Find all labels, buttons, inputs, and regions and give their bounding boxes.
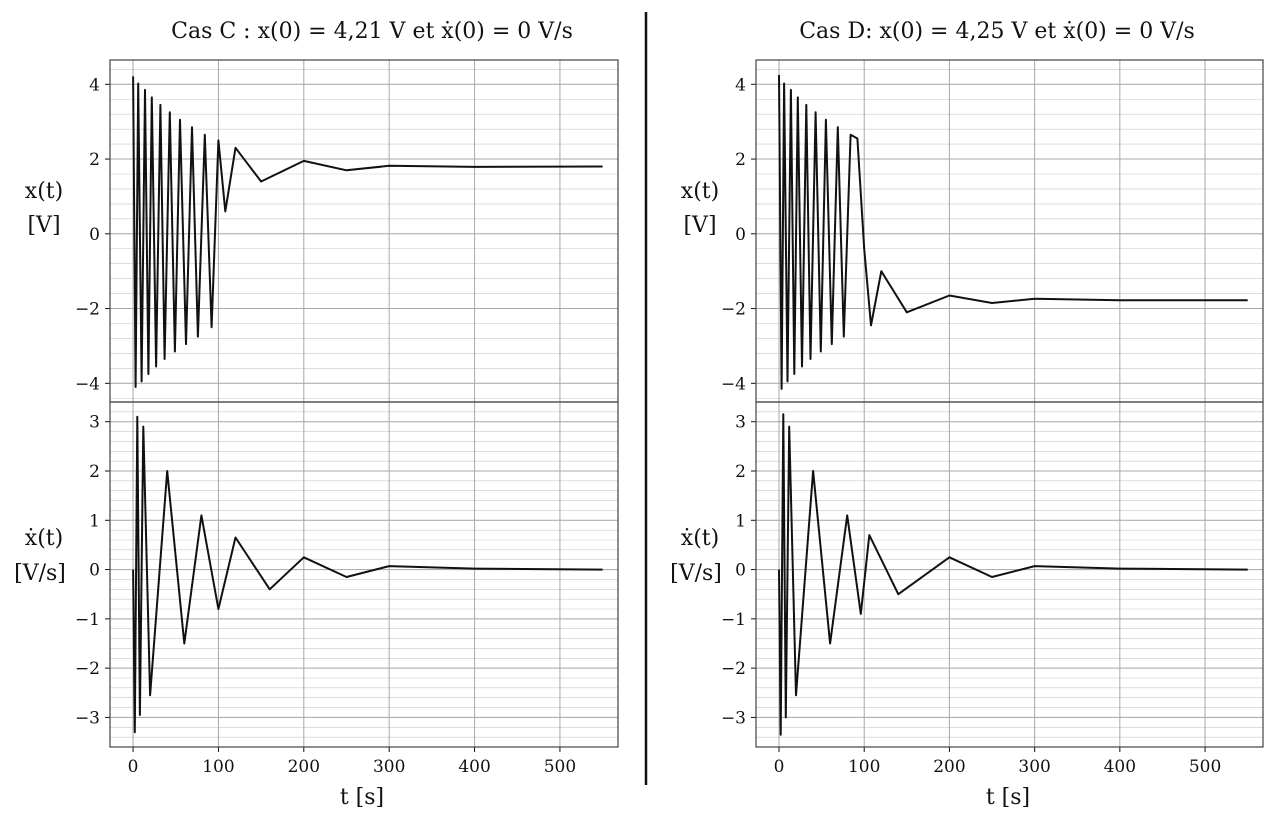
x-tick-label: 0 — [128, 757, 139, 777]
y-tick-label: −4 — [75, 374, 100, 394]
chart-title-case-c: Cas C : x(0) = 4,21 V et ẋ(0) = 0 V/s — [171, 19, 573, 44]
y-tick-label: 0 — [89, 225, 100, 245]
x-tick-label: 500 — [1189, 757, 1221, 777]
xlabel-case-c: t [s] — [340, 785, 384, 810]
x-tick-label: 300 — [373, 757, 405, 777]
y-tick-label: 2 — [89, 462, 100, 482]
ylabel-v-top-case-d: ẋ(t) — [681, 526, 719, 551]
series-line — [132, 415, 603, 734]
axes-frame — [755, 401, 1264, 748]
y-tick-label: −2 — [721, 300, 746, 320]
y-tick-label: 3 — [735, 413, 746, 433]
ylabel-x-bottom-case-d: [V] — [683, 213, 716, 238]
panel-2: −4 −2 0 2 4 — [721, 59, 1264, 403]
y-tick-label: 1 — [735, 511, 746, 531]
y-tick-label: 0 — [735, 561, 746, 581]
x-tick-label: 400 — [458, 757, 490, 777]
ylabel-v-bottom-case-d: [V/s] — [670, 561, 722, 586]
ylabel-x-bottom-case-c: [V] — [27, 213, 60, 238]
x-tick-label: 100 — [848, 757, 880, 777]
y-tick-label: −2 — [75, 659, 100, 679]
ylabel-v-top-case-c: ẋ(t) — [25, 526, 63, 551]
ylabel-x-top-case-d: x(t) — [681, 179, 719, 204]
axes-frame — [755, 59, 1264, 403]
y-tick-label: 0 — [735, 225, 746, 245]
y-tick-label: −1 — [75, 610, 100, 630]
y-tick-label: −3 — [75, 708, 100, 728]
panel-3: −3 −2 −1 0 1 2 3 0 100 200 300 400 500 — [721, 401, 1264, 777]
axes-frame — [109, 401, 619, 748]
chart-title-case-d: Cas D: x(0) = 4,25 V et ẋ(0) = 0 V/s — [799, 19, 1195, 44]
y-tick-label: −4 — [721, 374, 746, 394]
panel-1: −3 −2 −1 0 1 2 3 0 100 200 300 400 500 — [75, 401, 619, 777]
x-tick-label: 500 — [544, 757, 576, 777]
y-tick-label: 2 — [735, 150, 746, 170]
y-tick-label: 2 — [89, 150, 100, 170]
y-tick-label: 3 — [89, 413, 100, 433]
y-tick-label: 0 — [89, 561, 100, 581]
x-tick-label: 200 — [933, 757, 965, 777]
x-tick-label: 400 — [1104, 757, 1136, 777]
y-tick-label: −2 — [75, 300, 100, 320]
series-line — [132, 76, 603, 388]
x-tick-label: 300 — [1018, 757, 1050, 777]
y-tick-label: 4 — [735, 75, 746, 95]
y-tick-label: 1 — [89, 511, 100, 531]
x-tick-label: 100 — [202, 757, 234, 777]
y-tick-label: −2 — [721, 659, 746, 679]
panel-0: −4 −2 0 2 4 — [75, 59, 619, 403]
series-line — [778, 74, 1248, 390]
y-tick-label: 4 — [89, 75, 100, 95]
series-line — [778, 413, 1248, 736]
ylabel-v-bottom-case-c: [V/s] — [14, 561, 66, 586]
y-tick-label: −3 — [721, 708, 746, 728]
xlabel-case-d: t [s] — [986, 785, 1030, 810]
x-tick-label: 0 — [774, 757, 785, 777]
y-tick-label: 2 — [735, 462, 746, 482]
y-tick-label: −1 — [721, 610, 746, 630]
axes-frame — [109, 59, 619, 403]
ylabel-x-top-case-c: x(t) — [25, 179, 63, 204]
x-tick-label: 200 — [288, 757, 320, 777]
